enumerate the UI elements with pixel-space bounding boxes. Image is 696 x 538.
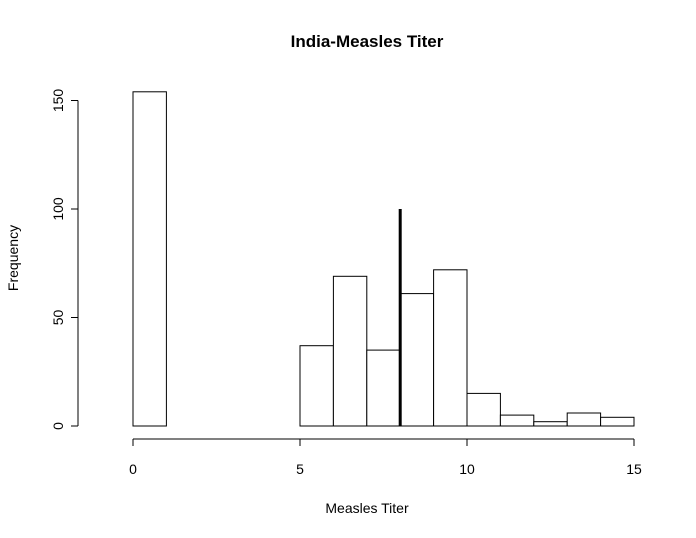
- histogram-bar: [399, 293, 435, 427]
- histogram-bar: [466, 392, 501, 427]
- x-tick-label: 5: [296, 461, 304, 477]
- histogram-bars: [132, 91, 635, 427]
- histogram-bar: [566, 412, 602, 427]
- x-tick-label: 10: [459, 461, 475, 477]
- chart-title: India-Measles Titer: [291, 32, 444, 51]
- histogram-bar: [366, 349, 401, 427]
- y-tick-label: 0: [50, 422, 66, 430]
- y-axis: 0 50 100 150: [50, 89, 79, 430]
- histogram-bar: [332, 275, 368, 427]
- x-tick-label: 15: [626, 461, 642, 477]
- x-tick-label: 0: [129, 461, 137, 477]
- y-tick-label: 150: [50, 89, 66, 113]
- histogram-bar: [433, 269, 468, 427]
- x-axis-label: Measles Titer: [325, 500, 409, 516]
- histogram-bar: [533, 421, 568, 427]
- histogram-bar: [600, 416, 635, 427]
- y-axis-label: Frequency: [5, 225, 21, 291]
- x-axis: 0 5 10 15: [129, 438, 642, 477]
- histogram-bar: [499, 414, 535, 427]
- histogram-bar: [299, 345, 334, 427]
- histogram-bar: [132, 91, 167, 427]
- y-tick-label: 100: [50, 197, 66, 221]
- y-tick-label: 50: [50, 310, 66, 326]
